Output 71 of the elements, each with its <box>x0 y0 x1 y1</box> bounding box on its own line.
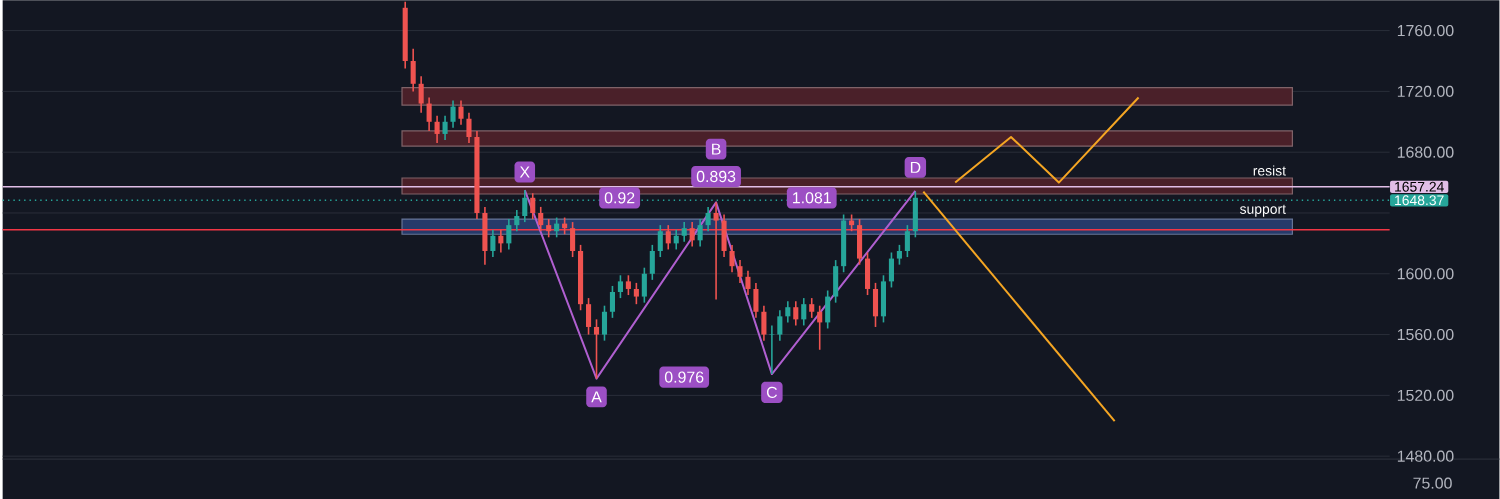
candlestick <box>657 224 663 258</box>
y-tick-label: 1560.00 <box>1397 328 1454 341</box>
candlestick <box>522 189 528 223</box>
annotation: C <box>766 386 778 398</box>
candlestick <box>745 269 751 296</box>
annotation: 0.92 <box>604 192 635 204</box>
candlestick <box>538 206 544 232</box>
candlestick <box>546 218 552 239</box>
candlestick <box>896 244 902 266</box>
ref-line-label: 1657.24 <box>1395 181 1444 192</box>
annotation: 0.893 <box>696 170 736 183</box>
text: 75.00 <box>1413 477 1452 489</box>
candlestick <box>570 221 576 258</box>
candlestick <box>801 297 807 327</box>
candlestick <box>713 201 719 301</box>
candlestick <box>665 224 671 251</box>
candlestick <box>434 114 440 144</box>
candlestick <box>609 285 616 319</box>
candlestick <box>554 216 560 239</box>
candlestick <box>753 282 759 319</box>
candlestick <box>586 297 592 336</box>
candlestick <box>697 218 703 248</box>
candlestick <box>681 221 687 243</box>
y-tick-label: 1600.00 <box>1397 268 1454 280</box>
candlestick <box>904 224 910 258</box>
candlestick <box>777 309 783 342</box>
candlestick <box>490 228 496 258</box>
y-tick-label: 1680.00 <box>1397 146 1454 158</box>
candlestick <box>498 228 504 254</box>
candlestick <box>514 209 520 232</box>
candlestick <box>633 282 639 305</box>
candlestick <box>458 99 464 126</box>
annotation: B <box>712 143 721 155</box>
annotation: D <box>910 161 921 173</box>
candlestick <box>601 304 608 342</box>
band-label: support <box>1239 204 1286 217</box>
ref-line-label: 1648.37 <box>1395 195 1444 206</box>
candlestick <box>817 304 823 351</box>
candlestick <box>617 274 623 299</box>
candlestick <box>761 304 767 342</box>
candlestick <box>769 324 775 375</box>
annotation: 1.081 <box>793 192 831 204</box>
y-tick-label: 1520.00 <box>1397 389 1454 401</box>
candlestick <box>506 218 512 251</box>
candlestick <box>809 297 815 319</box>
annotation: A <box>591 391 602 403</box>
candlestick <box>641 266 647 304</box>
candlestick <box>466 111 472 144</box>
candlestick <box>442 114 448 141</box>
annotation: 0.976 <box>664 371 704 383</box>
y-tick-label: 1760.00 <box>1397 24 1454 37</box>
candlestick <box>625 274 631 296</box>
candlestick <box>737 259 743 284</box>
y-tick-label: 1480.00 <box>1397 450 1454 462</box>
candlestick <box>689 221 695 248</box>
band-label: resist <box>1253 165 1286 176</box>
candlestick <box>785 300 791 324</box>
annotation: X <box>519 166 530 178</box>
candlestick <box>530 192 536 220</box>
candlestick <box>410 47 416 93</box>
candlestick <box>673 228 679 251</box>
y-tick-label: 1720.00 <box>1397 85 1454 97</box>
candlestick <box>793 300 799 327</box>
candlestick <box>705 206 711 232</box>
candlestick <box>729 244 735 273</box>
candlestick <box>888 251 894 289</box>
candlestick <box>450 99 456 129</box>
candlestick <box>593 318 600 380</box>
candlestick <box>418 75 424 114</box>
candlestick <box>426 96 432 132</box>
candlestick <box>649 244 655 281</box>
